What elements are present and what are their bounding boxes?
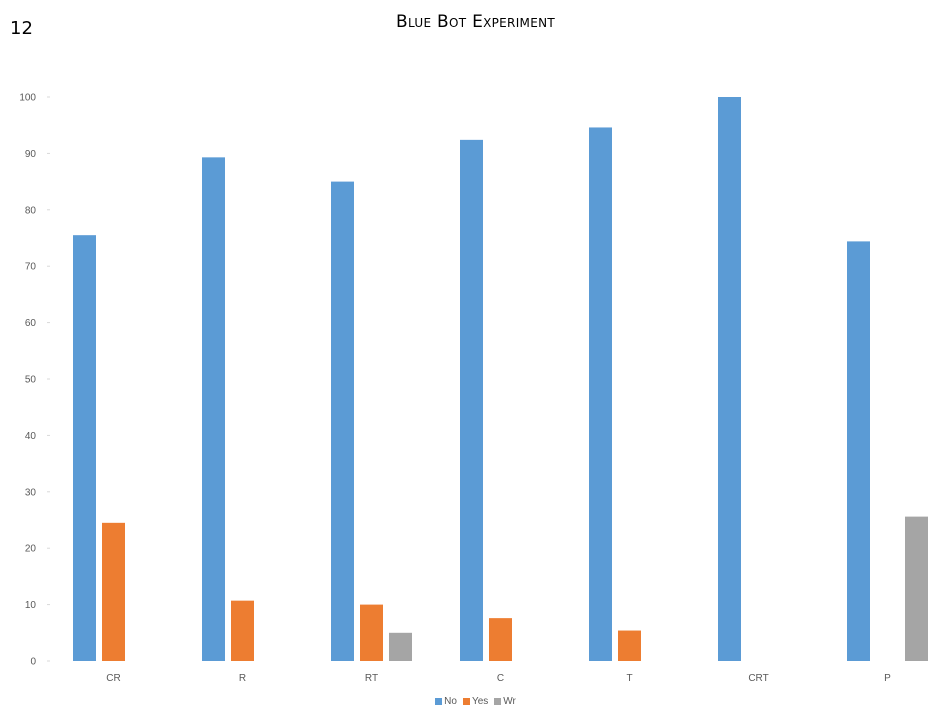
bar-yes-c	[489, 618, 512, 661]
bar-no-rt	[331, 181, 354, 661]
x-category-label: T	[626, 673, 632, 684]
x-category-label: CR	[106, 673, 120, 684]
bar-chart: 0 10 20 30 40 50 60 70 80 90 100 CR R RT C T CRT P	[19, 93, 928, 684]
bar-no-c	[460, 139, 483, 661]
bar-yes-rt	[360, 604, 383, 661]
legend-item-wr: Wr	[494, 696, 516, 707]
y-tick-label: 100	[19, 93, 36, 104]
y-tick-label: 20	[25, 544, 37, 555]
legend-label: Yes	[471, 696, 489, 707]
bar-yes-cr	[102, 522, 125, 661]
page-number: 12	[10, 18, 33, 39]
y-tick-label: 0	[30, 657, 36, 668]
y-tick-label: 80	[25, 205, 37, 216]
y-tick-label: 70	[25, 262, 37, 273]
bar-yes-t	[618, 630, 641, 661]
y-axis: 0 10 20 30 40 50 60 70 80 90 100	[19, 93, 50, 668]
bar-no-p	[847, 241, 870, 661]
bar-no-cr	[73, 235, 96, 661]
y-tick-label: 10	[25, 600, 37, 611]
y-tick-label: 30	[25, 487, 37, 498]
legend-swatch	[462, 698, 470, 705]
bar-yes-r	[231, 600, 254, 661]
chart-title: Blue Bot Experiment	[396, 12, 555, 32]
legend: No Yes Wr	[0, 696, 951, 707]
legend-label: No	[444, 696, 457, 707]
legend-item-no: No	[435, 696, 457, 707]
x-category-label: R	[239, 673, 246, 684]
bar-no-crt	[718, 97, 741, 661]
bar-no-r	[202, 157, 225, 661]
y-tick-label: 50	[25, 375, 37, 386]
bar-no-t	[589, 127, 612, 662]
y-tick-label: 60	[25, 318, 37, 329]
legend-swatch	[494, 698, 502, 705]
legend-swatch	[435, 698, 443, 705]
x-category-label: CRT	[748, 673, 768, 684]
bar-wr-rt	[389, 632, 412, 661]
bars	[73, 97, 928, 662]
legend-label: Wr	[503, 696, 516, 707]
x-category-label: P	[884, 673, 891, 684]
x-category-label: RT	[365, 673, 378, 684]
y-tick-label: 90	[25, 149, 37, 160]
x-category-label: C	[497, 673, 504, 684]
legend-item-yes: Yes	[462, 696, 489, 707]
y-tick-label: 40	[25, 431, 37, 442]
bar-wr-p	[905, 516, 928, 661]
x-axis: CR R RT C T CRT P	[106, 673, 891, 684]
